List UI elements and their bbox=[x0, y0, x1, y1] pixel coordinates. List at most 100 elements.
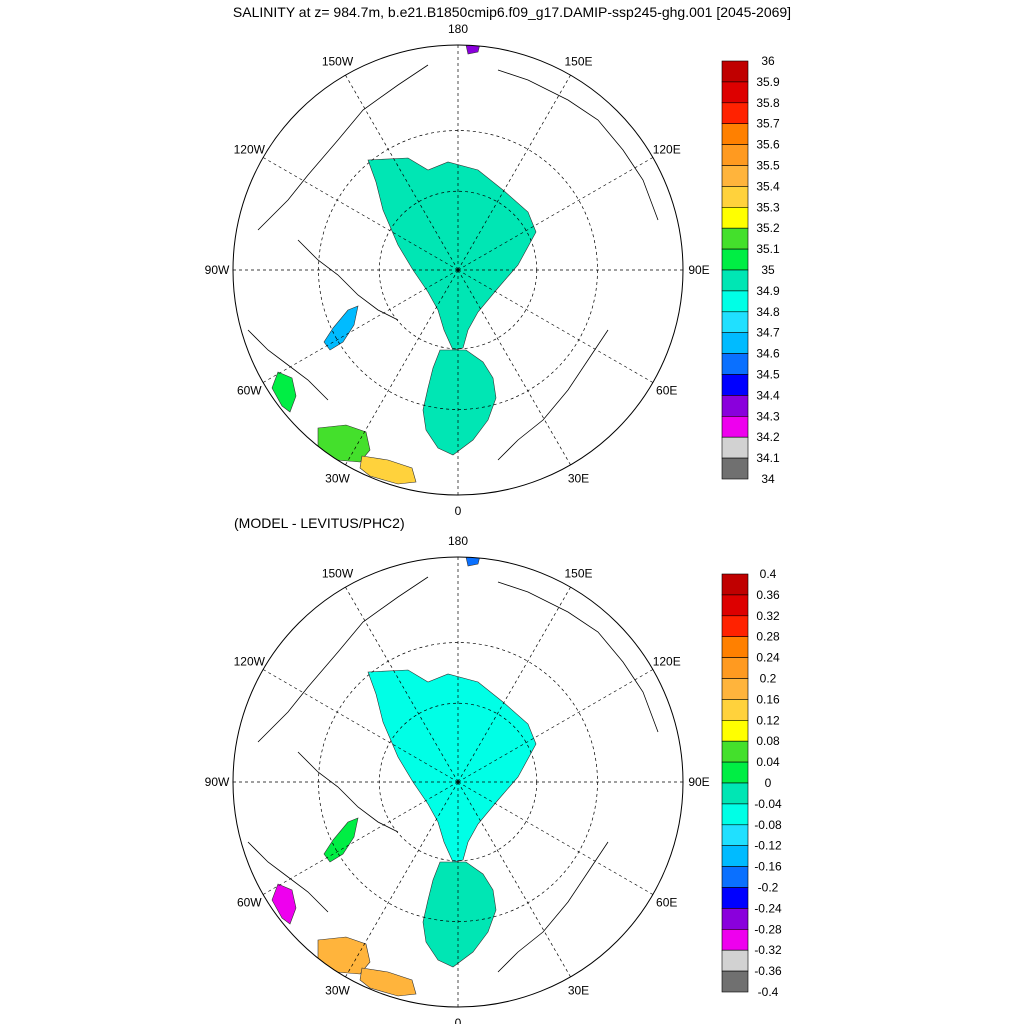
colorbar-swatch bbox=[721, 436, 749, 459]
colorbar-swatch bbox=[721, 908, 749, 930]
colorbar-tick-label: 0.24 bbox=[756, 651, 780, 665]
colorbar-swatch bbox=[721, 887, 749, 909]
colorbar-tick-label: -0.4 bbox=[758, 985, 779, 999]
field-region-2 bbox=[422, 861, 497, 968]
colorbar-tick-label: 0.04 bbox=[756, 755, 780, 769]
longitude-label: 120W bbox=[234, 143, 266, 157]
colorbar-tick-label: 34.4 bbox=[756, 388, 780, 402]
coastline-2 bbox=[497, 69, 659, 221]
longitude-label: 30E bbox=[568, 472, 589, 486]
longitude-label: 30W bbox=[325, 984, 350, 998]
colorbar-tick-label: 0.12 bbox=[756, 713, 780, 727]
field-region-7 bbox=[465, 45, 481, 55]
longitude-label: 150E bbox=[564, 566, 592, 580]
coastline-4 bbox=[247, 329, 329, 401]
colorbar-tick-label: 35.8 bbox=[756, 96, 780, 110]
colorbar-swatch bbox=[721, 144, 749, 166]
colorbar-swatch bbox=[721, 81, 749, 104]
colorbar-tick-label: 34.2 bbox=[756, 430, 780, 444]
panel-subtitle: (MODEL - LEVITUS/PHC2) bbox=[234, 515, 405, 531]
colorbar-tick-label: -0.08 bbox=[754, 818, 782, 832]
colorbar-swatch bbox=[721, 845, 749, 867]
field-region-7 bbox=[465, 557, 481, 567]
colorbar-tick-label: 34.6 bbox=[756, 347, 780, 361]
colorbar-tick-label: 34.8 bbox=[756, 305, 780, 319]
colorbar-swatch bbox=[721, 573, 749, 596]
meridian-line-12 bbox=[345, 586, 459, 783]
colorbar-swatch bbox=[721, 970, 749, 993]
meridian-line-6 bbox=[457, 269, 571, 466]
coastline-3 bbox=[497, 841, 609, 973]
longitude-label: 90E bbox=[688, 775, 709, 789]
colorbar: 0.4 0.36 0.32 0.28 0.24 0.2 0.16 0.12 0.08 0.04 0 -… bbox=[721, 567, 782, 999]
colorbar-swatch bbox=[721, 761, 749, 784]
field-region-4 bbox=[271, 883, 297, 925]
colorbar-tick-label: 35.6 bbox=[756, 138, 780, 152]
colorbar-tick-label: -0.32 bbox=[754, 943, 782, 957]
colorbar-swatch bbox=[721, 248, 749, 271]
meridian-line-12 bbox=[345, 74, 459, 271]
meridian-line-3 bbox=[457, 669, 654, 783]
colorbar-swatch bbox=[721, 699, 749, 721]
colorbar-swatch bbox=[721, 165, 749, 187]
longitude-label: 60W bbox=[237, 384, 262, 398]
colorbar-tick-label: 34.3 bbox=[756, 409, 780, 423]
colorbar-tick-label: 35.9 bbox=[756, 75, 780, 89]
colorbar-tick-label: 35 bbox=[761, 263, 775, 277]
coastline-3 bbox=[497, 329, 609, 461]
longitude-label: 150E bbox=[564, 54, 592, 68]
colorbar-swatch bbox=[721, 311, 749, 333]
longitude-label: 180 bbox=[448, 22, 468, 36]
longitude-label: 180 bbox=[448, 534, 468, 548]
colorbar-swatch bbox=[721, 824, 749, 846]
longitude-label: 60E bbox=[656, 896, 677, 910]
longitude-label: 120E bbox=[653, 655, 681, 669]
colorbar-tick-label: 35.4 bbox=[756, 179, 780, 193]
colorbar-swatch bbox=[721, 457, 749, 480]
colorbar-swatch bbox=[721, 719, 749, 742]
colorbar-swatch bbox=[721, 928, 749, 951]
colorbar-tick-label: -0.12 bbox=[754, 839, 782, 853]
meridian-line-5 bbox=[457, 269, 654, 383]
field-region-6 bbox=[359, 455, 417, 485]
colorbar: 36 35.9 35.8 35.7 35.6 35.5 35.4 35.3 35.2 35.1 35… bbox=[721, 54, 780, 486]
colorbar-swatch bbox=[721, 949, 749, 972]
map-boundary bbox=[232, 44, 684, 496]
colorbar-swatch bbox=[721, 102, 749, 125]
colorbar-tick-label: -0.24 bbox=[754, 901, 782, 915]
meridian-line-9 bbox=[262, 269, 459, 383]
colorbar-swatch bbox=[721, 866, 749, 888]
colorbar-swatch bbox=[721, 803, 749, 826]
longitude-label: 30E bbox=[568, 984, 589, 998]
colorbar-tick-label: 35.2 bbox=[756, 221, 780, 235]
polar-map-panel-1: 180 150E 120E 90E 60E 30E 0 30W 60W 90W 120W 150W 36… bbox=[205, 22, 780, 518]
colorbar-tick-label: 0.16 bbox=[756, 692, 780, 706]
longitude-label: 30W bbox=[325, 472, 350, 486]
coastline-5 bbox=[297, 239, 399, 321]
longitude-label: 120W bbox=[234, 655, 266, 669]
colorbar-swatch bbox=[721, 60, 749, 83]
colorbar-tick-label: 36 bbox=[761, 54, 775, 68]
field-region-6 bbox=[359, 967, 417, 997]
colorbar-swatch bbox=[721, 395, 749, 417]
colorbar-tick-label: 34.1 bbox=[756, 451, 780, 465]
meridian-line-6 bbox=[457, 781, 571, 978]
colorbar-swatch bbox=[721, 207, 749, 229]
meridian-line-2 bbox=[457, 586, 571, 783]
field-region-1 bbox=[367, 157, 537, 351]
colorbar-tick-label: -0.04 bbox=[754, 797, 782, 811]
longitude-label: 90E bbox=[688, 263, 709, 277]
coastline-1 bbox=[257, 576, 429, 743]
coastline-5 bbox=[297, 751, 399, 833]
meridian-line-8 bbox=[345, 269, 459, 466]
colorbar-swatch bbox=[721, 615, 749, 637]
colorbar-swatch bbox=[721, 678, 749, 700]
colorbar-tick-label: -0.28 bbox=[754, 922, 782, 936]
longitude-label: 120E bbox=[653, 143, 681, 157]
colorbar-swatch bbox=[721, 290, 749, 313]
field-region-3 bbox=[323, 305, 359, 351]
colorbar-swatch bbox=[721, 186, 749, 208]
colorbar-swatch bbox=[721, 123, 749, 145]
colorbar-tick-label: 34.9 bbox=[756, 284, 780, 298]
